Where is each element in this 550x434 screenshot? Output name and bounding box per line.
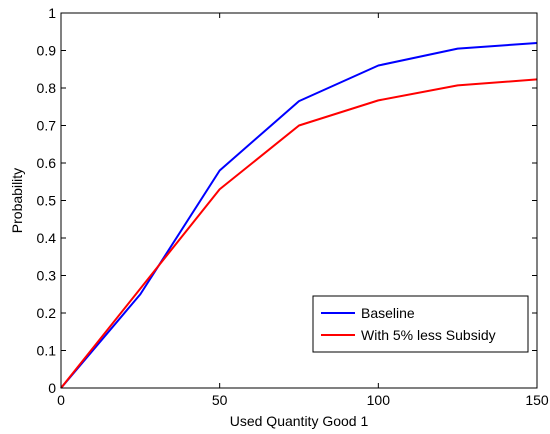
legend-label: Baseline [361,305,415,321]
y-tick-label: 0.9 [37,43,57,59]
y-axis-label: Probability [9,168,25,233]
x-tick-label: 150 [525,392,549,408]
legend-box [312,295,529,353]
y-tick-label: 0.7 [37,118,57,134]
x-axis-label: Used Quantity Good 1 [230,413,369,429]
y-tick-label: 0.8 [37,80,57,96]
y-tick-label: 0.2 [37,305,57,321]
y-tick-label: 0.3 [37,268,57,284]
series-line-baseline [60,42,538,389]
series-line-less-subsidy [60,78,538,389]
y-tick-label: 0.5 [37,193,57,209]
y-tick-label: 0.6 [37,155,57,171]
legend: Baseline With 5% less Subsidy [312,295,529,353]
x-tick-label: 100 [367,392,391,408]
x-tick-label: 50 [212,392,228,408]
series-layer [60,42,538,389]
x-tick-label: 0 [57,392,65,408]
axes-layer: 0 50 100 150 0 0.1 0.2 0.3 0.4 0.5 0.6 0.7 0.8 0.9 1 [37,5,549,408]
y-tick-label: 0.1 [37,343,57,359]
y-tick-label: 1 [48,5,56,21]
y-tick-label: 0.4 [37,230,57,246]
y-tick-label: 0 [48,380,56,396]
legend-label: With 5% less Subsidy [361,327,496,343]
